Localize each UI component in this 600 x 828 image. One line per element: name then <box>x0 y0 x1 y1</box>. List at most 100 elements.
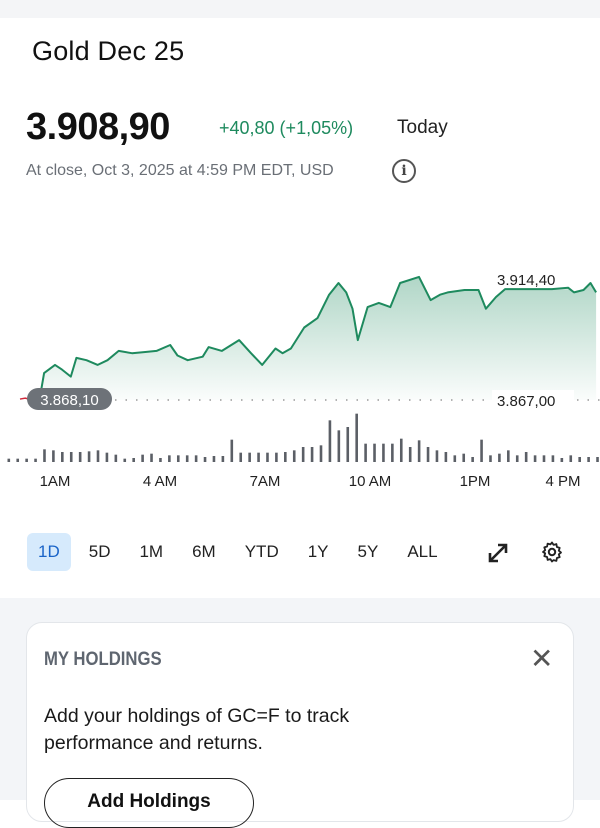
price-area <box>39 276 597 400</box>
close-info: At close, Oct 3, 2025 at 4:59 PM EDT, US… <box>26 162 334 179</box>
volume-bar <box>319 445 323 462</box>
volume-bar <box>471 457 474 462</box>
open-label-pill <box>27 388 112 410</box>
volume-bar <box>453 455 457 462</box>
volume-bar <box>230 439 234 462</box>
volume-bar <box>444 452 448 462</box>
x-tick-label: 4 PM <box>545 473 580 490</box>
volume-bar <box>123 458 127 462</box>
previous-close-label: 3.867,00 <box>497 393 555 410</box>
volume-bar <box>266 452 269 462</box>
x-tick-label: 10 AM <box>349 473 392 490</box>
x-tick-label: 1PM <box>460 473 491 490</box>
volume-bar <box>524 452 528 462</box>
open-label: 3.868,10 <box>40 392 98 409</box>
volume-bar <box>498 453 501 462</box>
volume-bar <box>399 438 403 462</box>
volume-bar <box>435 450 439 462</box>
x-tick-label: 1AM <box>40 473 71 490</box>
volume-bar <box>596 457 599 462</box>
volume-bar <box>78 452 82 462</box>
range-1m[interactable]: 1M <box>139 542 164 561</box>
range-5d[interactable]: 5D <box>88 542 111 561</box>
range-ytd[interactable]: YTD <box>244 542 279 561</box>
holdings-title: MY HOLDINGS <box>44 649 162 670</box>
volume-bar <box>150 453 153 462</box>
volume-bar <box>480 439 483 462</box>
volume-bar <box>34 458 37 462</box>
volume-bar <box>25 458 28 462</box>
volume-bar <box>168 455 171 462</box>
volume-bar <box>43 449 46 462</box>
volume-bar <box>417 440 421 462</box>
volume-bar <box>310 447 314 462</box>
volume-bar <box>569 455 573 462</box>
volume-bar <box>239 452 243 462</box>
range-6m[interactable]: 6M <box>192 542 216 561</box>
x-tick-label: 7AM <box>250 473 281 490</box>
volume-bar <box>301 447 305 462</box>
prev-close-label-bg <box>492 390 574 410</box>
volume-bar <box>587 457 590 462</box>
high-label: 3.914,40 <box>497 272 555 289</box>
volume-bar <box>221 456 225 462</box>
volume-bar <box>132 458 135 462</box>
volume-bar <box>257 452 260 462</box>
volume-bar <box>141 454 144 462</box>
volume-bar <box>87 451 91 462</box>
range-1d[interactable]: 1D <box>27 533 71 571</box>
volume-bar <box>346 427 350 462</box>
volume-bar <box>355 413 358 462</box>
range-5y[interactable]: 5Y <box>357 542 379 561</box>
volume-bar <box>7 458 11 462</box>
volume-bar <box>284 452 287 462</box>
volume-bar <box>159 458 162 462</box>
range-all[interactable]: ALL <box>407 542 438 561</box>
volume-bar <box>507 450 510 462</box>
volume-bar <box>203 457 207 462</box>
volume-bar <box>69 452 73 462</box>
volume-bar <box>560 458 564 462</box>
volume-bar <box>489 455 492 462</box>
volume-bar <box>248 452 251 462</box>
volume-bar <box>373 443 376 462</box>
volume-bar <box>337 430 341 462</box>
volume-bar <box>551 455 555 462</box>
volume-bar <box>114 454 118 462</box>
expand-arrows-icon[interactable] <box>485 540 511 566</box>
add-holdings-button[interactable]: Add Holdings <box>44 778 254 828</box>
holdings-card: MY HOLDINGS ✕ Add your holdings of GC=F … <box>26 622 574 828</box>
volume-bar <box>292 450 296 462</box>
volume-bar <box>185 455 189 462</box>
volume-bar <box>462 453 466 462</box>
price: 3.908,90 <box>26 106 170 148</box>
volume-bar <box>426 447 430 462</box>
volume-bar <box>176 455 180 462</box>
volume-bar <box>364 443 367 462</box>
page-title: Gold Dec 25 <box>32 36 185 66</box>
holdings-description: Add your holdings of GC=F to track perfo… <box>44 705 350 754</box>
change-period: Today <box>397 117 448 138</box>
volume-bar <box>515 455 519 462</box>
x-tick-label: 4 AM <box>143 473 177 490</box>
volume-bar <box>533 455 537 462</box>
volume-bar <box>212 456 216 462</box>
price-line <box>38 275 597 398</box>
range-1y[interactable]: 1Y <box>307 542 329 561</box>
volume-bar <box>194 455 198 462</box>
volume-bar <box>391 443 394 462</box>
range-selector: 1D 5D 1M 6M YTD 1Y 5Y ALL <box>27 533 456 571</box>
volume-bar <box>408 447 412 462</box>
volume-bar <box>96 450 100 462</box>
volume-bar <box>542 455 546 462</box>
close-icon[interactable]: ✕ <box>530 643 554 674</box>
volume-bar <box>52 450 55 462</box>
volume-bar <box>328 420 332 462</box>
volume-bar <box>275 452 278 462</box>
volume-bar <box>382 443 385 462</box>
gear-icon[interactable] <box>540 540 564 564</box>
info-circle-icon[interactable]: i <box>392 159 416 183</box>
volume-bar <box>105 452 109 462</box>
top-band <box>0 0 600 18</box>
price-chart[interactable]: 3.868,10 3.867,00 3.914,40 1AM 4 AM 7AM 10 AM 1… <box>0 230 600 500</box>
